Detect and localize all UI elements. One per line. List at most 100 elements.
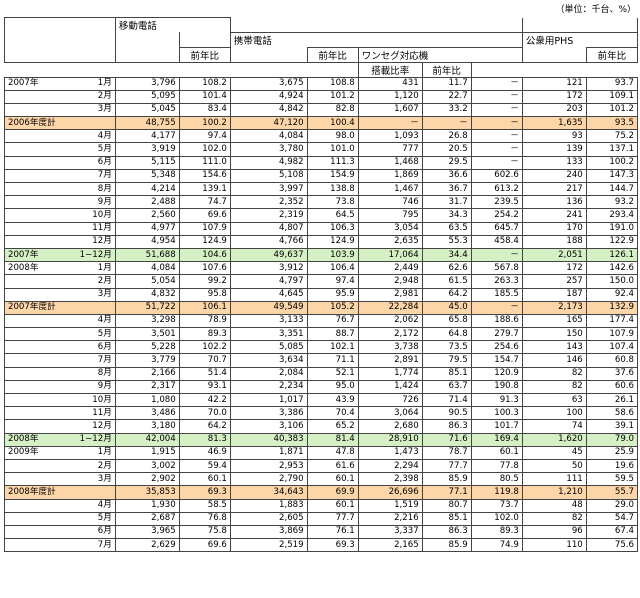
table-cell: 126.1 xyxy=(585,247,639,263)
table-cell: 1,467 xyxy=(357,181,423,197)
table-row: 9月 2,488 74.7 2,352 73.8 746 31.7 239.5 136 93.2 xyxy=(3,195,639,210)
table-cell: 3,738 xyxy=(357,340,423,355)
table-cell: 150 xyxy=(521,327,587,342)
table-cell: 3,919 xyxy=(114,142,180,157)
table-row: 10月 1,080 42.2 1,017 43.9 726 71.4 91.3 63 26.1 xyxy=(3,392,639,408)
table-cell: － xyxy=(470,102,523,118)
table-cell: 97.4 xyxy=(306,274,359,289)
table-cell: 139.1 xyxy=(178,181,231,197)
table-cell: 28,910 xyxy=(357,432,423,447)
table-cell: 73.7 xyxy=(470,498,523,513)
table-cell: 77.8 xyxy=(470,458,523,474)
table-cell: 89.3 xyxy=(470,524,523,540)
table-cell: 52.1 xyxy=(306,366,359,381)
table-cell: 86.3 xyxy=(421,524,472,540)
table-cell: 119.8 xyxy=(470,485,523,500)
table-cell: 2,084 xyxy=(229,366,308,381)
table-cell: 4,797 xyxy=(229,274,308,289)
row-month: 1月 xyxy=(59,261,116,276)
table-cell: － xyxy=(470,247,523,263)
table-cell: 188 xyxy=(521,234,587,249)
table-cell: 78.7 xyxy=(421,445,472,460)
table-cell: 63.7 xyxy=(421,379,472,395)
table-cell: 2,317 xyxy=(114,379,180,395)
table-row: 11月 3,486 70.0 3,386 70.4 3,064 90.5 100.3 100 58… xyxy=(3,406,639,421)
row-year xyxy=(3,498,60,513)
table-cell: － xyxy=(470,142,523,157)
row-year xyxy=(3,221,60,236)
table-cell: 1,210 xyxy=(521,485,587,500)
table-cell: 100.2 xyxy=(178,116,231,131)
table-cell: 82 xyxy=(521,366,587,381)
table-cell: 2,051 xyxy=(521,247,587,263)
spacer-3 xyxy=(471,62,637,77)
table-cell: 4,977 xyxy=(114,221,180,236)
table-cell: 75.2 xyxy=(585,129,639,144)
table-cell: 109.1 xyxy=(585,89,639,104)
table-cell: 5,045 xyxy=(114,102,180,118)
table-cell: 2,680 xyxy=(357,419,423,434)
table-row: 3月 2,902 60.1 2,790 60.1 2,398 85.9 80.5 111 59.5 xyxy=(3,472,639,487)
table-cell: 1,620 xyxy=(521,432,587,447)
table-cell: 107.6 xyxy=(178,261,231,276)
table-cell: 22,284 xyxy=(357,300,423,315)
row-month: 11月 xyxy=(59,406,116,421)
table-cell: 95.0 xyxy=(306,379,359,395)
table-cell: 143 xyxy=(521,340,587,355)
table-cell: 102.0 xyxy=(178,142,231,157)
table-cell: 58.5 xyxy=(178,498,231,513)
row-month: 9月 xyxy=(59,379,116,395)
table-cell: 86.3 xyxy=(421,419,472,434)
table-cell: 64.2 xyxy=(178,419,231,434)
row-year: 2007年 xyxy=(3,76,60,91)
header-oneseg: ワンセグ対応機 xyxy=(357,46,523,63)
table-cell: 154.6 xyxy=(178,168,231,184)
row-year xyxy=(3,379,60,395)
table-cell: 69.3 xyxy=(306,538,359,553)
table-cell: 177.4 xyxy=(585,313,639,329)
row-year xyxy=(3,208,60,223)
table-cell: 70.4 xyxy=(306,406,359,421)
table-cell: 2,981 xyxy=(357,287,423,302)
row-year: 2009年 xyxy=(3,445,60,460)
header-mobile-pad3 xyxy=(114,47,180,63)
table-cell: 241 xyxy=(521,208,587,223)
table-row: 6月 5,115 111.0 4,982 111.3 1,468 29.5 － 133 100.2 xyxy=(3,155,639,170)
table-cell: 104.6 xyxy=(178,247,231,263)
table-cell: 217 xyxy=(521,181,587,197)
table-cell: 45.0 xyxy=(421,300,472,315)
table-row: 8月 4,214 139.1 3,997 138.8 1,467 36.7 613.2 217 1… xyxy=(3,181,639,197)
row-month: 7月 xyxy=(59,353,116,368)
table-cell: 1,473 xyxy=(357,445,423,460)
table-cell: 431 xyxy=(357,76,423,91)
table-cell: 1,869 xyxy=(357,168,423,184)
table-cell: 3,675 xyxy=(229,76,308,91)
table-cell: 77.7 xyxy=(421,458,472,474)
table-cell: 254.6 xyxy=(470,340,523,355)
table-cell: 5,115 xyxy=(114,155,180,170)
table-cell: 80.5 xyxy=(470,472,523,487)
row-month: 5月 xyxy=(59,511,116,526)
header-phs: 公衆用PHS xyxy=(521,31,639,47)
table-cell: 2,234 xyxy=(229,379,308,395)
row-month: 4月 xyxy=(59,129,116,144)
row-year xyxy=(3,155,60,170)
table-cell: 81.4 xyxy=(306,432,359,447)
table-cell: 60.1 xyxy=(306,498,359,513)
header-cellular: 携帯電話 xyxy=(229,31,523,47)
table-cell: 78.9 xyxy=(178,313,231,329)
table-cell: 203 xyxy=(521,102,587,118)
table-cell: 2,062 xyxy=(357,313,423,329)
row-month: 1月 xyxy=(59,76,116,91)
table-cell: － xyxy=(470,116,523,131)
table-cell: 3,386 xyxy=(229,406,308,421)
table-cell: 100.2 xyxy=(585,155,639,170)
row-year xyxy=(3,538,60,553)
table-cell: 2,319 xyxy=(229,208,308,223)
table-cell: 458.4 xyxy=(470,234,523,249)
table-cell: 50 xyxy=(521,458,587,474)
table-row: 6月 5,228 102.2 5,085 102.1 3,738 73.5 254.6 143 1… xyxy=(3,340,639,355)
table-cell: 95.9 xyxy=(306,287,359,302)
table-cell: 144.7 xyxy=(585,181,639,197)
row-month: 2月 xyxy=(59,89,116,104)
